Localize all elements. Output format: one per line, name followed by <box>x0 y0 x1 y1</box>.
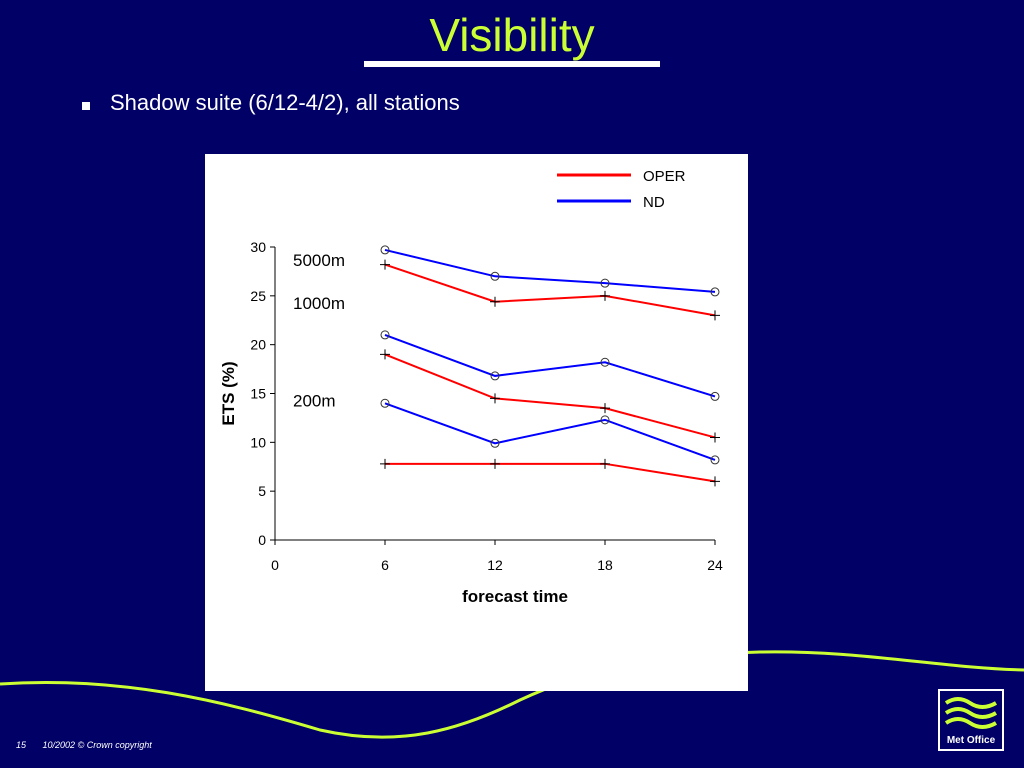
bullet-square-icon <box>82 102 90 110</box>
series-line-5000m-nd <box>384 248 716 293</box>
data-point <box>600 415 610 425</box>
x-tick-label: 6 <box>381 557 389 573</box>
data-point <box>600 278 610 288</box>
series-line-1000m-nd <box>384 333 716 398</box>
data-point <box>490 271 500 281</box>
legend-label-nd: ND <box>643 194 665 211</box>
data-point <box>380 245 390 255</box>
y-tick-label: 30 <box>250 239 266 255</box>
data-point <box>490 371 500 381</box>
data-point <box>710 476 720 487</box>
bullet-text: Shadow suite (6/12-4/2), all stations <box>110 90 460 115</box>
group-label-1000m: 1000m <box>293 294 345 313</box>
title-underline <box>364 61 660 67</box>
series-line-1000m-oper <box>384 353 716 439</box>
data-point <box>490 458 500 469</box>
met-office-logo: Met Office <box>938 689 1004 751</box>
footer-copyright: 10/2002 © Crown copyright <box>42 740 152 750</box>
x-tick-label: 18 <box>597 557 613 573</box>
x-axis-label: forecast time <box>462 587 568 606</box>
data-point <box>490 438 500 448</box>
group-label-5000m: 5000m <box>293 251 345 270</box>
data-point <box>710 432 720 443</box>
y-axis-label: ETS (%) <box>219 361 238 425</box>
series-line-200m-oper <box>385 462 716 483</box>
y-tick-label: 25 <box>250 288 266 304</box>
group-label-200m: 200m <box>293 392 336 411</box>
data-point <box>710 391 720 401</box>
series-line-5000m-oper <box>384 263 716 317</box>
wave-logo-icon <box>944 697 997 729</box>
y-tick-label: 0 <box>258 532 266 548</box>
data-point <box>380 330 390 340</box>
data-point <box>380 259 390 270</box>
data-point <box>600 403 610 414</box>
x-tick-label: 24 <box>707 557 723 573</box>
data-point <box>710 310 720 321</box>
data-point <box>380 398 390 408</box>
y-tick-label: 20 <box>250 337 266 353</box>
x-tick-label: 12 <box>487 557 503 573</box>
data-point <box>490 393 500 404</box>
chart-panel: 0 5 10 15 20 25 30 0 6 12 18 24 forecast time ETS (%)… <box>205 154 748 691</box>
data-point <box>490 296 500 307</box>
y-tick-label: 10 <box>250 434 266 450</box>
data-point <box>600 290 610 301</box>
data-point <box>600 357 610 367</box>
x-tick-label: 0 <box>271 557 279 573</box>
series-line-200m-nd <box>384 402 716 461</box>
y-tick-label: 5 <box>258 483 266 499</box>
data-point <box>710 287 720 297</box>
y-tick-label: 15 <box>250 386 266 402</box>
slide-title: Visibility <box>429 9 595 61</box>
data-point <box>380 349 390 360</box>
ets-line-chart: 0 5 10 15 20 25 30 0 6 12 18 24 forecast time ETS (%)… <box>219 168 723 606</box>
logo-text: Met Office <box>946 735 996 746</box>
data-point <box>600 458 610 469</box>
page-number: 15 <box>16 740 27 750</box>
data-point <box>710 455 720 465</box>
legend-label-oper: OPER <box>643 168 686 185</box>
footer: 15 10/2002 © Crown copyright <box>16 740 166 750</box>
data-point <box>380 458 390 469</box>
